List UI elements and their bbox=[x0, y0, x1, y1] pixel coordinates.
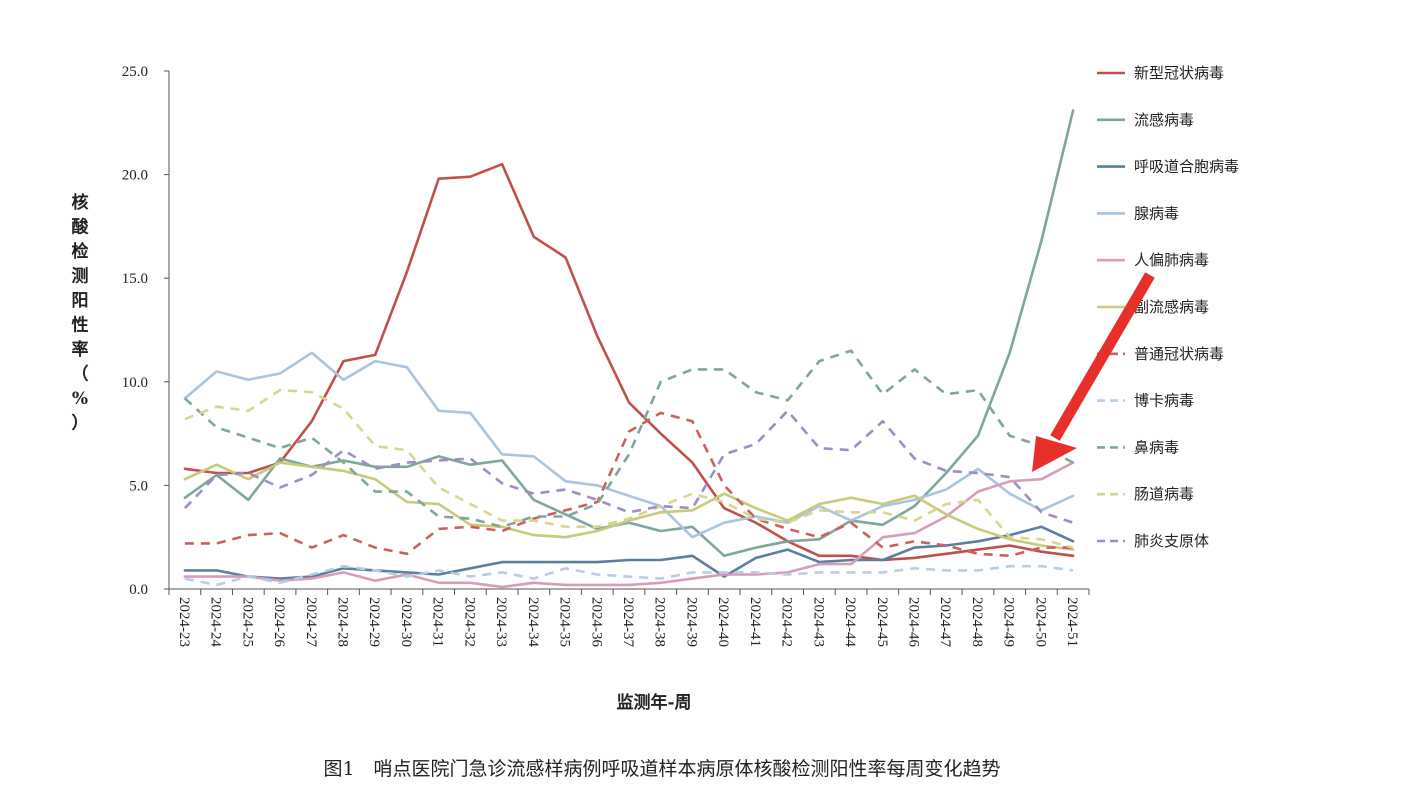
legend-label: 人偏肺病毒 bbox=[1134, 251, 1209, 269]
series-line-5 bbox=[183, 461, 1075, 551]
x-tick-label: 2024-37 bbox=[620, 597, 636, 647]
series-line-8 bbox=[184, 349, 1074, 529]
red-arrow-annotation bbox=[1032, 272, 1155, 472]
series-line-2 bbox=[183, 525, 1075, 580]
y-tick-label: 15.0 bbox=[122, 271, 148, 287]
series-line-4 bbox=[183, 461, 1075, 589]
y-tick-label: 25.0 bbox=[122, 64, 148, 80]
x-tick-label: 2024-46 bbox=[906, 597, 922, 647]
series-line-10 bbox=[183, 409, 1074, 524]
legend-label: 普通冠状病毒 bbox=[1134, 345, 1224, 363]
y-tick-label: 10.0 bbox=[122, 375, 148, 391]
x-axis-label: 监测年-周 bbox=[616, 692, 691, 713]
x-tick-label: 2024-25 bbox=[239, 597, 255, 647]
series-lines bbox=[183, 109, 1075, 589]
x-tick-label: 2024-23 bbox=[176, 597, 192, 647]
svg-text:核酸检测阳性率（%）: 核酸检测阳性率（%） bbox=[72, 192, 90, 434]
x-tick-label: 2024-24 bbox=[208, 597, 224, 647]
series-line-0 bbox=[183, 162, 1075, 562]
series-line-3 bbox=[183, 351, 1075, 539]
legend-label: 肠道病毒 bbox=[1134, 485, 1194, 503]
x-tick-label: 2024-34 bbox=[525, 597, 541, 647]
y-axis-label: 核酸检测阳性率（%） bbox=[72, 192, 90, 434]
x-tick-label: 2024-45 bbox=[874, 597, 890, 647]
x-tick-label: 2024-40 bbox=[715, 597, 731, 647]
x-tick-label: 2024-26 bbox=[271, 597, 287, 647]
x-tick-label: 2024-41 bbox=[747, 597, 763, 647]
x-tick-label: 2024-44 bbox=[842, 597, 858, 647]
x-tick-label: 2024-51 bbox=[1064, 597, 1080, 647]
legend-label: 副流感病毒 bbox=[1134, 298, 1209, 316]
x-axis: 2024-23 2024-24 2024-25 2024-26 2024-27 2024-… bbox=[168, 588, 1090, 647]
x-tick-label: 2024-29 bbox=[366, 597, 382, 647]
y-axis: 0.0 5.0 10.0 15.0 20.0 25.0 bbox=[122, 64, 170, 598]
x-tick-label: 2024-31 bbox=[430, 597, 446, 647]
x-tick-label: 2024-30 bbox=[398, 597, 414, 647]
x-tick-label: 2024-28 bbox=[334, 597, 350, 647]
legend: 新型冠状病毒流感病毒呼吸道合胞病毒腺病毒人偏肺病毒副流感病毒普通冠状病毒博卡病毒… bbox=[1097, 64, 1239, 550]
x-tick-label: 2024-35 bbox=[557, 597, 573, 647]
x-tick-label: 2024-48 bbox=[969, 597, 985, 647]
y-tick-label: 20.0 bbox=[122, 168, 148, 184]
x-tick-label: 2024-32 bbox=[461, 597, 477, 647]
legend-label: 肺炎支原体 bbox=[1134, 532, 1209, 550]
x-tick-label: 2024-50 bbox=[1032, 597, 1048, 647]
legend-label: 博卡病毒 bbox=[1134, 392, 1194, 410]
legend-label: 鼻病毒 bbox=[1134, 438, 1179, 456]
x-tick-label: 2024-38 bbox=[652, 597, 668, 647]
x-tick-label: 2024-47 bbox=[937, 597, 953, 647]
x-tick-label: 2024-42 bbox=[779, 597, 795, 647]
y-tick-label: 5.0 bbox=[129, 478, 148, 494]
series-line-9 bbox=[184, 388, 1074, 549]
legend-label: 呼吸道合胞病毒 bbox=[1134, 158, 1239, 176]
legend-label: 腺病毒 bbox=[1134, 204, 1179, 222]
legend-label: 新型冠状病毒 bbox=[1134, 64, 1224, 82]
figure-caption: 图1 哨点医院门急诊流感样病例呼吸道样本病原体核酸检测阳性率每周变化趋势 bbox=[323, 758, 1000, 780]
x-tick-label: 2024-36 bbox=[588, 597, 604, 647]
legend-label: 流感病毒 bbox=[1134, 111, 1194, 129]
x-tick-label: 2024-27 bbox=[303, 597, 319, 647]
series-line-6 bbox=[184, 411, 1074, 558]
x-tick-label: 2024-43 bbox=[810, 597, 826, 647]
x-tick-label: 2024-39 bbox=[683, 597, 699, 647]
series-line-7 bbox=[184, 564, 1074, 587]
x-tick-label: 2024-33 bbox=[493, 597, 509, 647]
x-tick-label: 2024-49 bbox=[1001, 597, 1017, 647]
y-tick-label: 0.0 bbox=[129, 582, 148, 598]
series-line-1 bbox=[183, 109, 1075, 558]
